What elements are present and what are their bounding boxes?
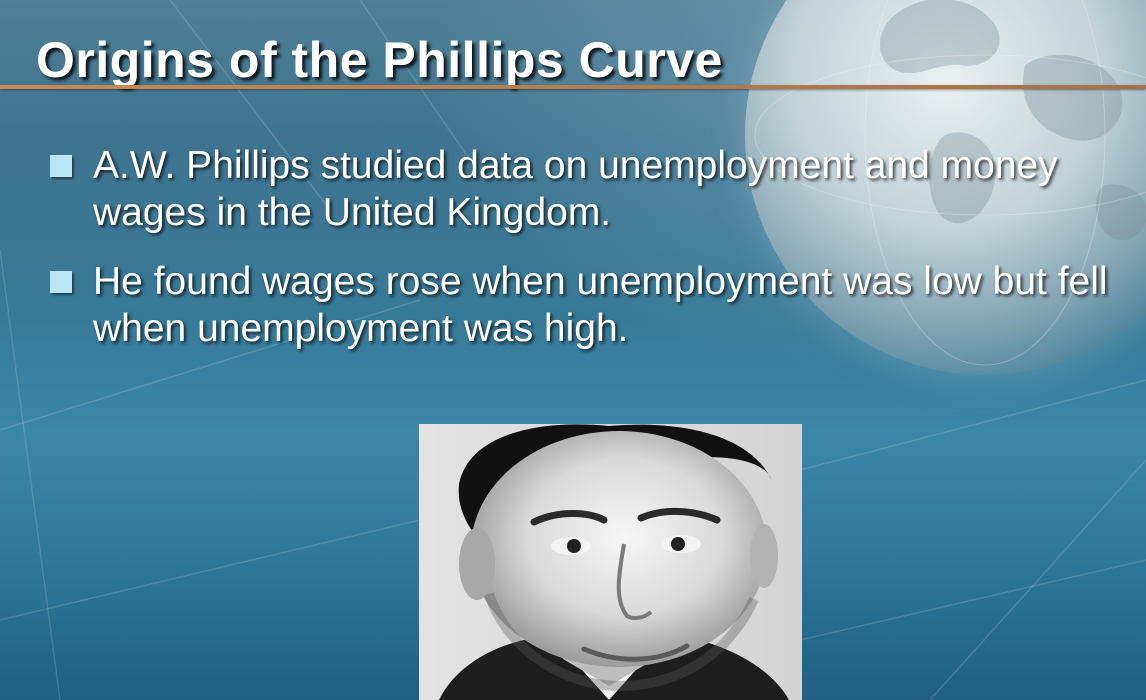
bullet-list: A.W. Phillips studied data on unemployme… [50, 142, 1140, 374]
slide-title: Origins of the Phillips Curve [36, 32, 723, 88]
title-bar: Origins of the Phillips Curve [0, 0, 1146, 89]
bullet-text: A.W. Phillips studied data on unemployme… [93, 144, 1058, 234]
square-bullet-icon [50, 155, 72, 177]
square-bullet-icon [50, 271, 72, 293]
portrait-photo [419, 424, 802, 700]
bullet-text: He found wages rose when unemployment wa… [93, 260, 1108, 350]
bullet-item: He found wages rose when unemployment wa… [50, 258, 1140, 352]
title-divider [0, 85, 1146, 89]
globe-graphic [745, 0, 1146, 375]
bullet-item: A.W. Phillips studied data on unemployme… [50, 142, 1140, 236]
